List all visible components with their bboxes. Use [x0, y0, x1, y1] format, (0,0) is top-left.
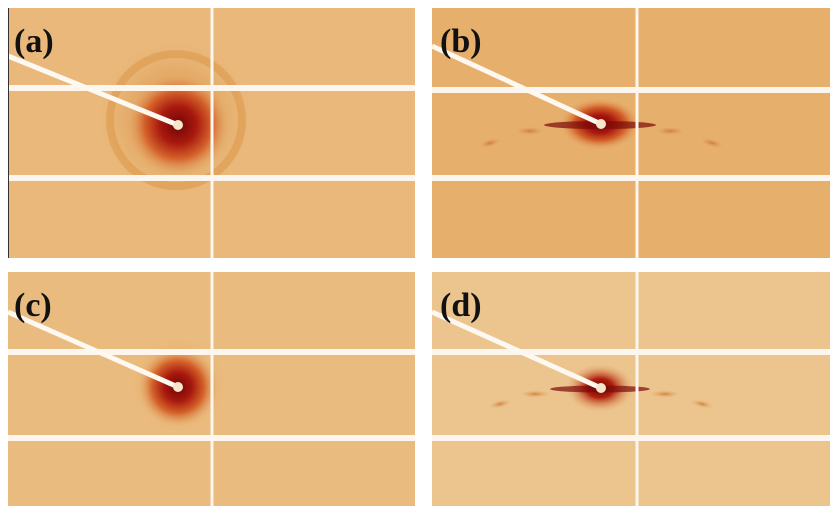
- diffraction-arc: [652, 126, 688, 136]
- panel-label: (b): [440, 23, 482, 60]
- diffraction-arc: [519, 390, 551, 398]
- beam-stop-tip: [173, 382, 183, 392]
- panel-label: (c): [14, 287, 52, 324]
- page: (a) (b) (c): [0, 0, 830, 511]
- diffraction-arc: [512, 126, 548, 136]
- panel-d: (d): [432, 272, 830, 506]
- diffraction-arc: [649, 390, 681, 398]
- panel-b: (b): [432, 8, 830, 258]
- beam-stop-tip: [596, 383, 606, 393]
- beam-stop-tip: [173, 120, 183, 130]
- panel-c: (c): [8, 272, 415, 506]
- figure: (a) (b) (c): [0, 0, 830, 511]
- panel-a: (a): [8, 8, 415, 258]
- panel-label: (d): [440, 287, 482, 324]
- beam-stop-tip: [596, 119, 606, 129]
- panel-label: (a): [14, 23, 54, 60]
